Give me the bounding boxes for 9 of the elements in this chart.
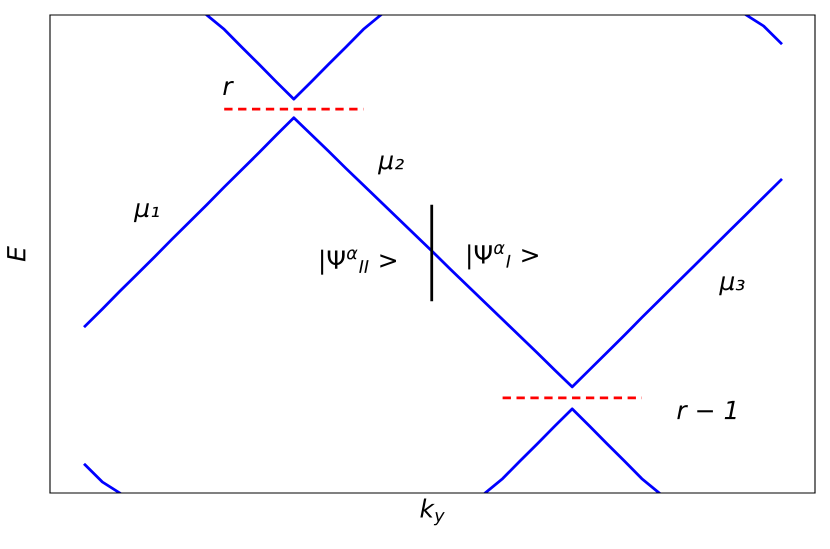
annotation: μ₁ — [134, 203, 159, 222]
annotation: |Ψ$^{α}$$_{I}$ > — [468, 244, 538, 270]
annotation: |Ψ$^{α}$$_{II}$ > — [321, 249, 396, 275]
annotation: r — [223, 81, 234, 96]
annotation: μ₃ — [719, 276, 745, 296]
annotation: r − 1 — [677, 400, 736, 420]
y-axis-title: E — [7, 246, 26, 262]
annotation: μ₂ — [378, 155, 404, 174]
x-axis-title: k$_{y}$ — [420, 498, 445, 526]
